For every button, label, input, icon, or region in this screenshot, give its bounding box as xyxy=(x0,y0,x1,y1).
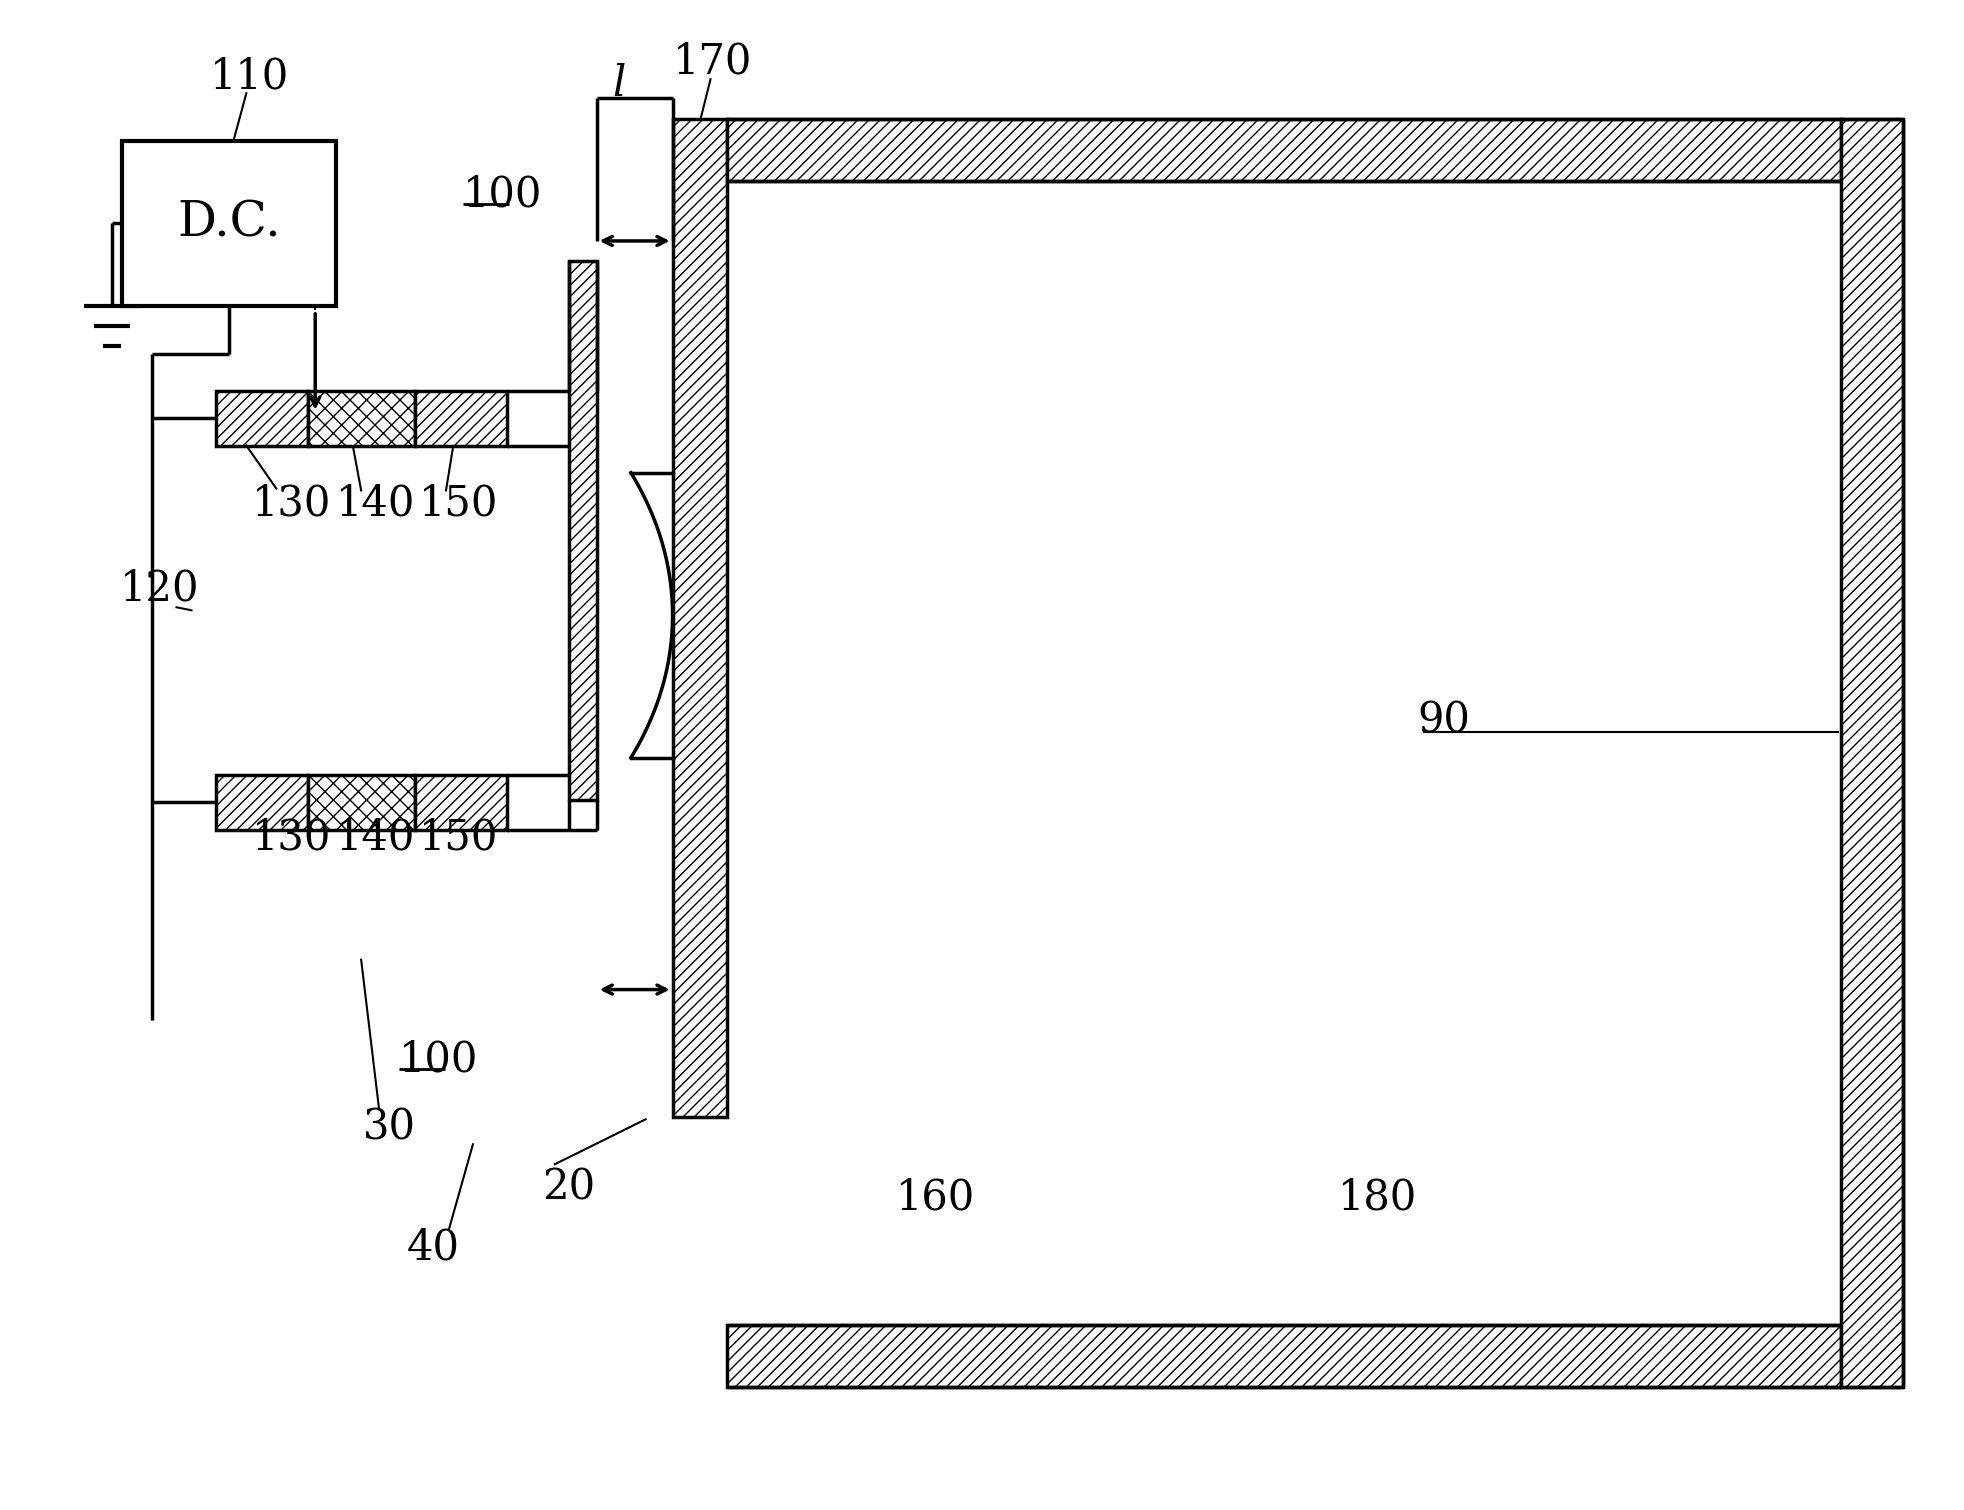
Bar xyxy=(1840,119,1903,1386)
Bar xyxy=(216,391,308,445)
Bar xyxy=(414,391,507,445)
Text: 100: 100 xyxy=(464,174,542,214)
Text: 150: 150 xyxy=(418,817,499,859)
Text: 40: 40 xyxy=(407,1226,460,1268)
Text: D.C.: D.C. xyxy=(177,199,281,248)
Bar xyxy=(727,119,1840,181)
Bar xyxy=(414,775,507,830)
Bar xyxy=(308,775,414,830)
Text: 140: 140 xyxy=(336,817,416,859)
Text: 90: 90 xyxy=(1416,699,1469,741)
Text: 110: 110 xyxy=(210,56,289,97)
Text: 180: 180 xyxy=(1337,1176,1416,1219)
Text: 160: 160 xyxy=(896,1176,974,1219)
Text: 170: 170 xyxy=(672,41,752,82)
Bar xyxy=(308,391,414,445)
Text: 20: 20 xyxy=(542,1166,595,1208)
Text: 130: 130 xyxy=(251,483,330,524)
Text: 30: 30 xyxy=(363,1107,414,1148)
Text: 150: 150 xyxy=(418,483,499,524)
Text: 100: 100 xyxy=(399,1039,477,1081)
Text: 140: 140 xyxy=(336,483,416,524)
Text: 120: 120 xyxy=(120,568,198,610)
Bar xyxy=(672,119,727,1117)
Bar xyxy=(568,261,597,800)
Bar xyxy=(122,140,336,307)
Text: l: l xyxy=(611,63,625,106)
Bar xyxy=(216,775,308,830)
Bar xyxy=(727,1324,1840,1386)
Text: 130: 130 xyxy=(251,817,330,859)
